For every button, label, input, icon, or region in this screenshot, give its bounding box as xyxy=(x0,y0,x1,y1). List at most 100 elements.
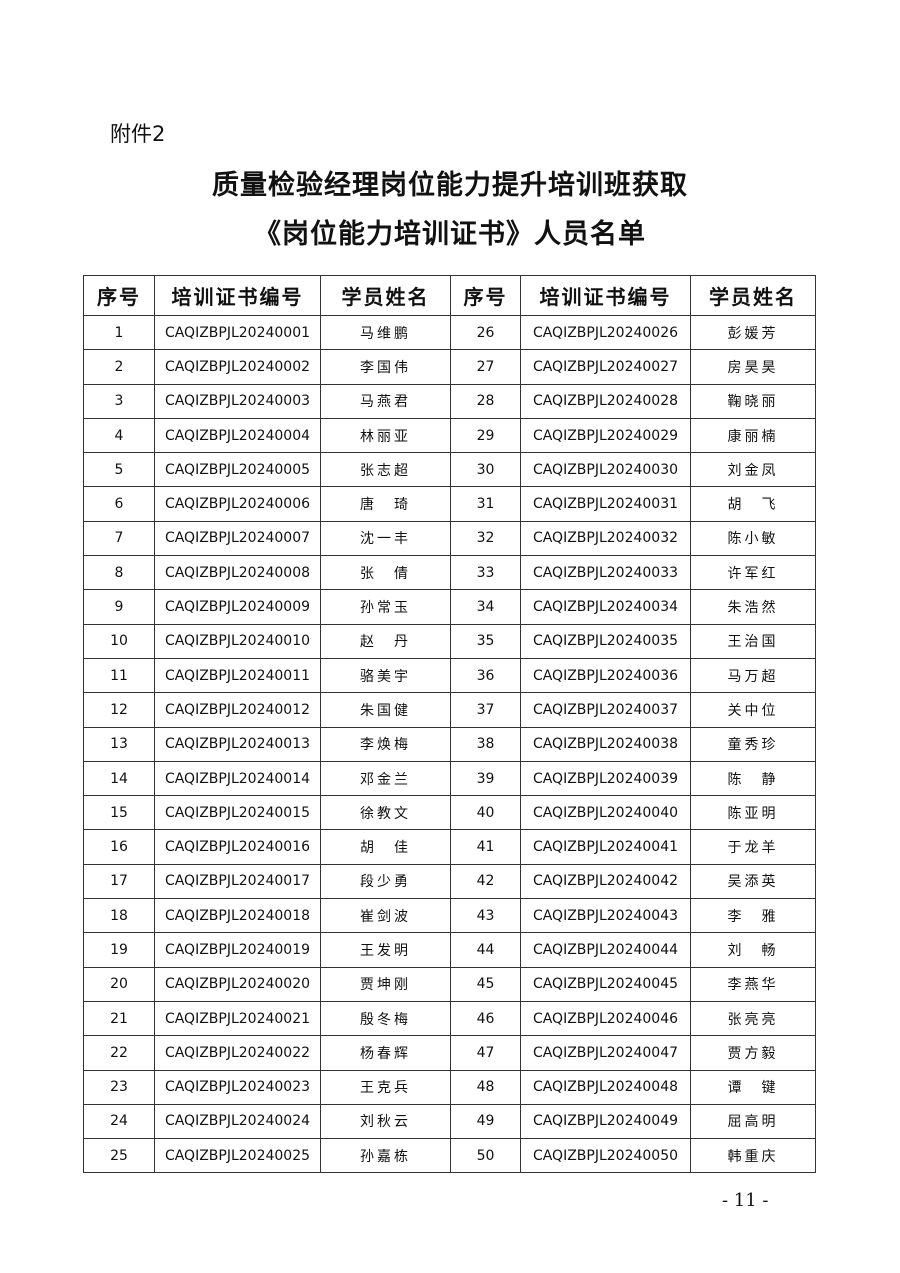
cell-name: 赵 丹 xyxy=(320,623,451,659)
cell-cert-code: CAQIZBPJL20240049 xyxy=(520,1103,691,1140)
cell-cert-code: CAQIZBPJL20240032 xyxy=(520,520,691,557)
cell-cert-code: CAQIZBPJL20240039 xyxy=(520,760,691,797)
cell-no: 45 xyxy=(450,966,521,1002)
cell-name: 孙嘉栋 xyxy=(320,1138,451,1174)
cell-cert-code: CAQIZBPJL20240019 xyxy=(154,932,321,968)
cell-name: 胡 飞 xyxy=(690,486,816,522)
cell-no: 40 xyxy=(450,795,521,831)
cell-name: 马燕君 xyxy=(320,383,451,419)
cell-name: 骆美宇 xyxy=(320,657,451,694)
cell-cert-code: CAQIZBPJL20240005 xyxy=(154,452,321,488)
cell-name: 张 倩 xyxy=(320,555,451,591)
cell-no: 33 xyxy=(450,555,521,591)
cell-name: 张亮亮 xyxy=(690,1000,816,1037)
table-row: 19 CAQIZBPJL20240019 王发明 44 CAQIZBPJL2024004… xyxy=(83,932,816,968)
cell-name: 马维鹏 xyxy=(320,314,451,351)
cell-name: 吴添英 xyxy=(690,863,816,900)
cell-cert-code: CAQIZBPJL20240026 xyxy=(520,314,691,351)
cell-cert-code: CAQIZBPJL20240044 xyxy=(520,932,691,968)
table-row: 23 CAQIZBPJL20240023 王克兵 48 CAQIZBPJL2024004… xyxy=(83,1069,816,1105)
cell-name: 许军红 xyxy=(690,555,816,591)
cell-cert-code: CAQIZBPJL20240048 xyxy=(520,1069,691,1105)
table-row: 22 CAQIZBPJL20240022 杨春辉 47 CAQIZBPJL2024004… xyxy=(83,1035,816,1071)
cell-cert-code: CAQIZBPJL20240050 xyxy=(520,1138,691,1174)
cell-name: 鞠晓丽 xyxy=(690,383,816,419)
cell-no: 25 xyxy=(83,1138,155,1174)
cell-name: 朱国健 xyxy=(320,692,451,728)
cell-cert-code: CAQIZBPJL20240047 xyxy=(520,1035,691,1071)
cell-no: 49 xyxy=(450,1103,521,1140)
cell-cert-code: CAQIZBPJL20240038 xyxy=(520,726,691,762)
table-row: 18 CAQIZBPJL20240018 崔剑波 43 CAQIZBPJL2024004… xyxy=(83,898,816,934)
table-row: 11 CAQIZBPJL20240011 骆美宇 36 CAQIZBPJL2024003… xyxy=(83,657,816,694)
cell-name: 陈亚明 xyxy=(690,795,816,831)
header-no: 序号 xyxy=(83,275,155,316)
cell-no: 46 xyxy=(450,1000,521,1037)
table-row: 9 CAQIZBPJL20240009 孙常玉 34 CAQIZBPJL20240034… xyxy=(83,589,816,625)
cell-name: 陈小敏 xyxy=(690,520,816,557)
cell-name: 王克兵 xyxy=(320,1069,451,1105)
cell-cert-code: CAQIZBPJL20240042 xyxy=(520,863,691,900)
certificate-roster-table: 序号 培训证书编号 学员姓名 序号 培训证书编号 学员姓名 1 CAQIZBPJL… xyxy=(83,275,816,1174)
cell-name: 韩重庆 xyxy=(690,1138,816,1174)
cell-cert-code: CAQIZBPJL20240012 xyxy=(154,692,321,728)
cell-no: 32 xyxy=(450,520,521,557)
table-row: 24 CAQIZBPJL20240024 刘秋云 49 CAQIZBPJL2024004… xyxy=(83,1103,816,1140)
cell-cert-code: CAQIZBPJL20240041 xyxy=(520,829,691,865)
cell-cert-code: CAQIZBPJL20240017 xyxy=(154,863,321,900)
cell-cert-code: CAQIZBPJL20240027 xyxy=(520,349,691,385)
attachment-label: 附件2 xyxy=(110,122,166,146)
cell-cert-code: CAQIZBPJL20240029 xyxy=(520,417,691,454)
cell-cert-code: CAQIZBPJL20240033 xyxy=(520,555,691,591)
cell-no: 9 xyxy=(83,589,155,625)
cell-no: 35 xyxy=(450,623,521,659)
cell-cert-code: CAQIZBPJL20240004 xyxy=(154,417,321,454)
cell-no: 27 xyxy=(450,349,521,385)
cell-no: 43 xyxy=(450,898,521,934)
cell-no: 38 xyxy=(450,726,521,762)
cell-name: 关中位 xyxy=(690,692,816,728)
cell-cert-code: CAQIZBPJL20240009 xyxy=(154,589,321,625)
cell-name: 唐 琦 xyxy=(320,486,451,522)
table-row: 20 CAQIZBPJL20240020 贾坤刚 45 CAQIZBPJL2024004… xyxy=(83,966,816,1002)
cell-no: 30 xyxy=(450,452,521,488)
cell-cert-code: CAQIZBPJL20240014 xyxy=(154,760,321,797)
cell-name: 杨春辉 xyxy=(320,1035,451,1071)
cell-no: 3 xyxy=(83,383,155,419)
cell-name: 贾坤刚 xyxy=(320,966,451,1002)
header-cert-code: 培训证书编号 xyxy=(520,275,691,316)
cell-name: 于龙羊 xyxy=(690,829,816,865)
cell-cert-code: CAQIZBPJL20240016 xyxy=(154,829,321,865)
cell-no: 13 xyxy=(83,726,155,762)
cell-name: 林丽亚 xyxy=(320,417,451,454)
cell-cert-code: CAQIZBPJL20240013 xyxy=(154,726,321,762)
cell-no: 37 xyxy=(450,692,521,728)
cell-cert-code: CAQIZBPJL20240043 xyxy=(520,898,691,934)
cell-no: 2 xyxy=(83,349,155,385)
cell-no: 12 xyxy=(83,692,155,728)
cell-no: 15 xyxy=(83,795,155,831)
cell-cert-code: CAQIZBPJL20240008 xyxy=(154,555,321,591)
table-row: 16 CAQIZBPJL20240016 胡 佳 41 CAQIZBPJL2024004… xyxy=(83,829,816,865)
table-row: 1 CAQIZBPJL20240001 马维鹏 26 CAQIZBPJL20240026… xyxy=(83,314,816,351)
cell-name: 崔剑波 xyxy=(320,898,451,934)
table-row: 10 CAQIZBPJL20240010 赵 丹 35 CAQIZBPJL2024003… xyxy=(83,623,816,659)
cell-no: 8 xyxy=(83,555,155,591)
cell-no: 17 xyxy=(83,863,155,900)
cell-cert-code: CAQIZBPJL20240020 xyxy=(154,966,321,1002)
header-cert-code: 培训证书编号 xyxy=(154,275,321,316)
cell-no: 5 xyxy=(83,452,155,488)
cell-name: 屈高明 xyxy=(690,1103,816,1140)
cell-no: 24 xyxy=(83,1103,155,1140)
cell-cert-code: CAQIZBPJL20240036 xyxy=(520,657,691,694)
document-title-line2: 《岗位能力培训证书》人员名单 xyxy=(254,219,646,250)
cell-name: 王发明 xyxy=(320,932,451,968)
cell-no: 10 xyxy=(83,623,155,659)
cell-no: 4 xyxy=(83,417,155,454)
cell-name: 王治国 xyxy=(690,623,816,659)
cell-cert-code: CAQIZBPJL20240006 xyxy=(154,486,321,522)
cell-name: 邓金兰 xyxy=(320,760,451,797)
cell-no: 14 xyxy=(83,760,155,797)
cell-no: 31 xyxy=(450,486,521,522)
cell-name: 康丽楠 xyxy=(690,417,816,454)
